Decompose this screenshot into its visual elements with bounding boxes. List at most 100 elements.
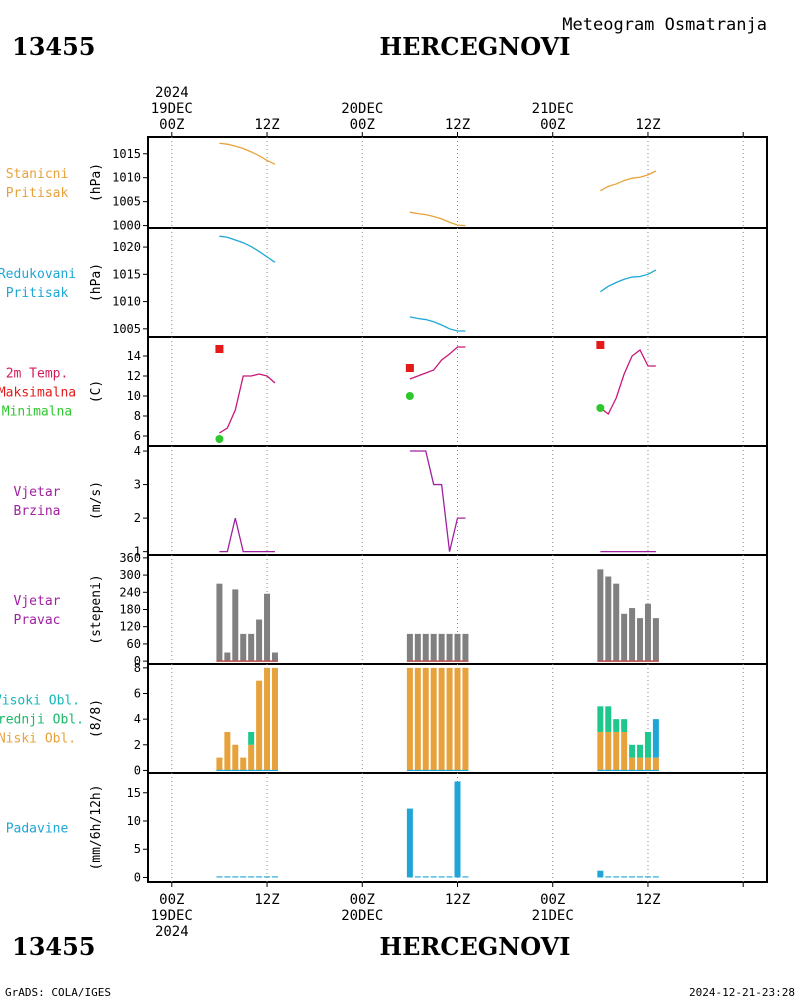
- series-line-station-pressure: [600, 170, 657, 192]
- wind-dir-bar: [613, 583, 620, 662]
- y-tick-label: 1: [134, 545, 141, 559]
- y-tick-label: 1015: [112, 147, 141, 161]
- time-label-top: 12Z: [445, 117, 470, 133]
- cloud-bar-low: [597, 731, 604, 771]
- cloud-bar-mid: [637, 744, 644, 758]
- panel-pressure-reduced: 1005 1010 1015 1020 (hPa) Redukovani Pritisak: [0, 227, 768, 338]
- precip-bar: [224, 876, 231, 878]
- wind-dir-bar: [271, 652, 278, 662]
- panel-label: Maksimalna: [0, 386, 76, 401]
- panel-unit-label: (C): [89, 380, 104, 403]
- panel-unit-label: (hPa): [89, 163, 104, 202]
- cloud-bar-low: [605, 731, 612, 771]
- cloud-bar-low: [430, 667, 437, 771]
- y-tick-label: 2: [134, 511, 141, 525]
- cloud-bar-low: [438, 667, 445, 771]
- panel-label: Stanicni: [6, 167, 69, 182]
- wind-dir-bar: [430, 633, 437, 662]
- y-tick-label: 1005: [112, 195, 141, 209]
- y-tick-label: 1015: [112, 267, 141, 281]
- y-tick-label: 0: [134, 763, 141, 777]
- precip-bar: [414, 876, 421, 878]
- precip-bar: [264, 876, 271, 878]
- cloud-bar-low: [644, 757, 651, 771]
- panel-label: Srednji Obl.: [0, 713, 84, 728]
- precip-bar: [597, 870, 604, 878]
- panel-label: Redukovani: [0, 267, 76, 282]
- time-label-bottom: 12Z: [635, 892, 660, 908]
- series-line-wind-speed: [409, 450, 466, 552]
- precip-bar: [637, 876, 644, 878]
- y-tick-label: 360: [119, 551, 141, 565]
- time-label-bottom: 00Z: [350, 892, 375, 908]
- time-label-top: 12Z: [254, 117, 279, 133]
- y-tick-label: 60: [127, 637, 141, 651]
- y-tick-label: 120: [119, 620, 141, 634]
- series-line-station-pressure: [409, 211, 466, 227]
- wind-dir-bar: [637, 618, 644, 662]
- tmax-marker: [405, 364, 414, 372]
- cloud-bar-low: [240, 757, 247, 771]
- panel-unit-label: (mm/6h/12h): [89, 784, 104, 870]
- time-label-bottom: 2024: [155, 924, 189, 940]
- time-label-bottom: 00Z: [159, 892, 184, 908]
- wind-dir-bar: [446, 633, 453, 662]
- cloud-bar-low: [216, 757, 223, 771]
- station-name-bottom: HERCEGNOVI: [379, 932, 570, 961]
- tmin-marker: [215, 435, 224, 443]
- panel-unit-label: (m/s): [89, 481, 104, 520]
- cloud-bar-low: [613, 731, 620, 771]
- precip-bar: [438, 876, 445, 878]
- y-tick-label: 180: [119, 603, 141, 617]
- time-label-top: 00Z: [350, 117, 375, 133]
- product-title: Meteogram Osmatranja: [562, 15, 767, 35]
- precip-bar: [406, 808, 413, 878]
- cloud-bar-mid: [621, 719, 628, 732]
- time-label-top: 2024: [155, 85, 189, 101]
- y-tick-label: 10: [127, 814, 141, 828]
- time-label-top: 00Z: [159, 117, 184, 133]
- wind-dir-bar: [264, 593, 271, 662]
- precip-bar: [454, 781, 461, 878]
- wind-dir-bar: [454, 633, 461, 662]
- precip-bar: [232, 876, 239, 878]
- cloud-bar-low: [256, 680, 263, 771]
- tmax-marker: [215, 345, 224, 353]
- precip-bar: [621, 876, 628, 878]
- series-line-temperature: [219, 373, 276, 434]
- time-label-top: 00Z: [540, 117, 565, 133]
- cloud-bar-mid: [248, 731, 255, 745]
- series-line-reduced-pressure: [599, 269, 657, 293]
- time-label-top: 19DEC: [151, 101, 193, 117]
- precip-bar: [248, 876, 255, 878]
- y-tick-label: 1020: [112, 240, 141, 254]
- panel-label: 2m Temp.: [6, 367, 69, 382]
- panel-wind-speed: 1 2 3 4 (m/s) Vjetar Brzina: [14, 444, 768, 559]
- wind-dir-bar: [438, 633, 445, 662]
- wind-dir-bar: [629, 608, 636, 662]
- y-tick-label: 6: [134, 686, 141, 700]
- panel-label: Vjetar: [14, 594, 61, 609]
- panel-label: Brzina: [14, 504, 61, 519]
- time-label-bottom: 12Z: [445, 892, 470, 908]
- y-tick-label: 5: [134, 842, 141, 856]
- y-tick-label: 0: [134, 654, 141, 668]
- tmin-marker: [596, 404, 605, 412]
- cloud-bar-mid: [629, 744, 636, 758]
- cloud-bar-low: [422, 667, 429, 771]
- series-line-reduced-pressure: [409, 316, 466, 332]
- cloud-bar-low: [271, 667, 278, 771]
- time-label-top: 21DEC: [532, 101, 574, 117]
- y-tick-label: 1010: [112, 171, 141, 185]
- panel-temperature: 6 8 10 12 14 (C) 2m Temp. Maksimalna Minimalna: [0, 336, 768, 447]
- precip-bar: [446, 876, 453, 878]
- wind-dir-bar: [256, 619, 263, 662]
- wind-dir-bar: [414, 633, 421, 662]
- panel-precipitation: 0 5 10 15 (mm/6h/12h) Padavine: [6, 772, 768, 884]
- cloud-bar-low: [454, 667, 461, 771]
- precip-bar: [256, 876, 263, 878]
- precip-bar: [644, 876, 651, 878]
- station-id-bottom: 13455: [12, 932, 96, 961]
- series-line-wind-speed: [219, 517, 275, 553]
